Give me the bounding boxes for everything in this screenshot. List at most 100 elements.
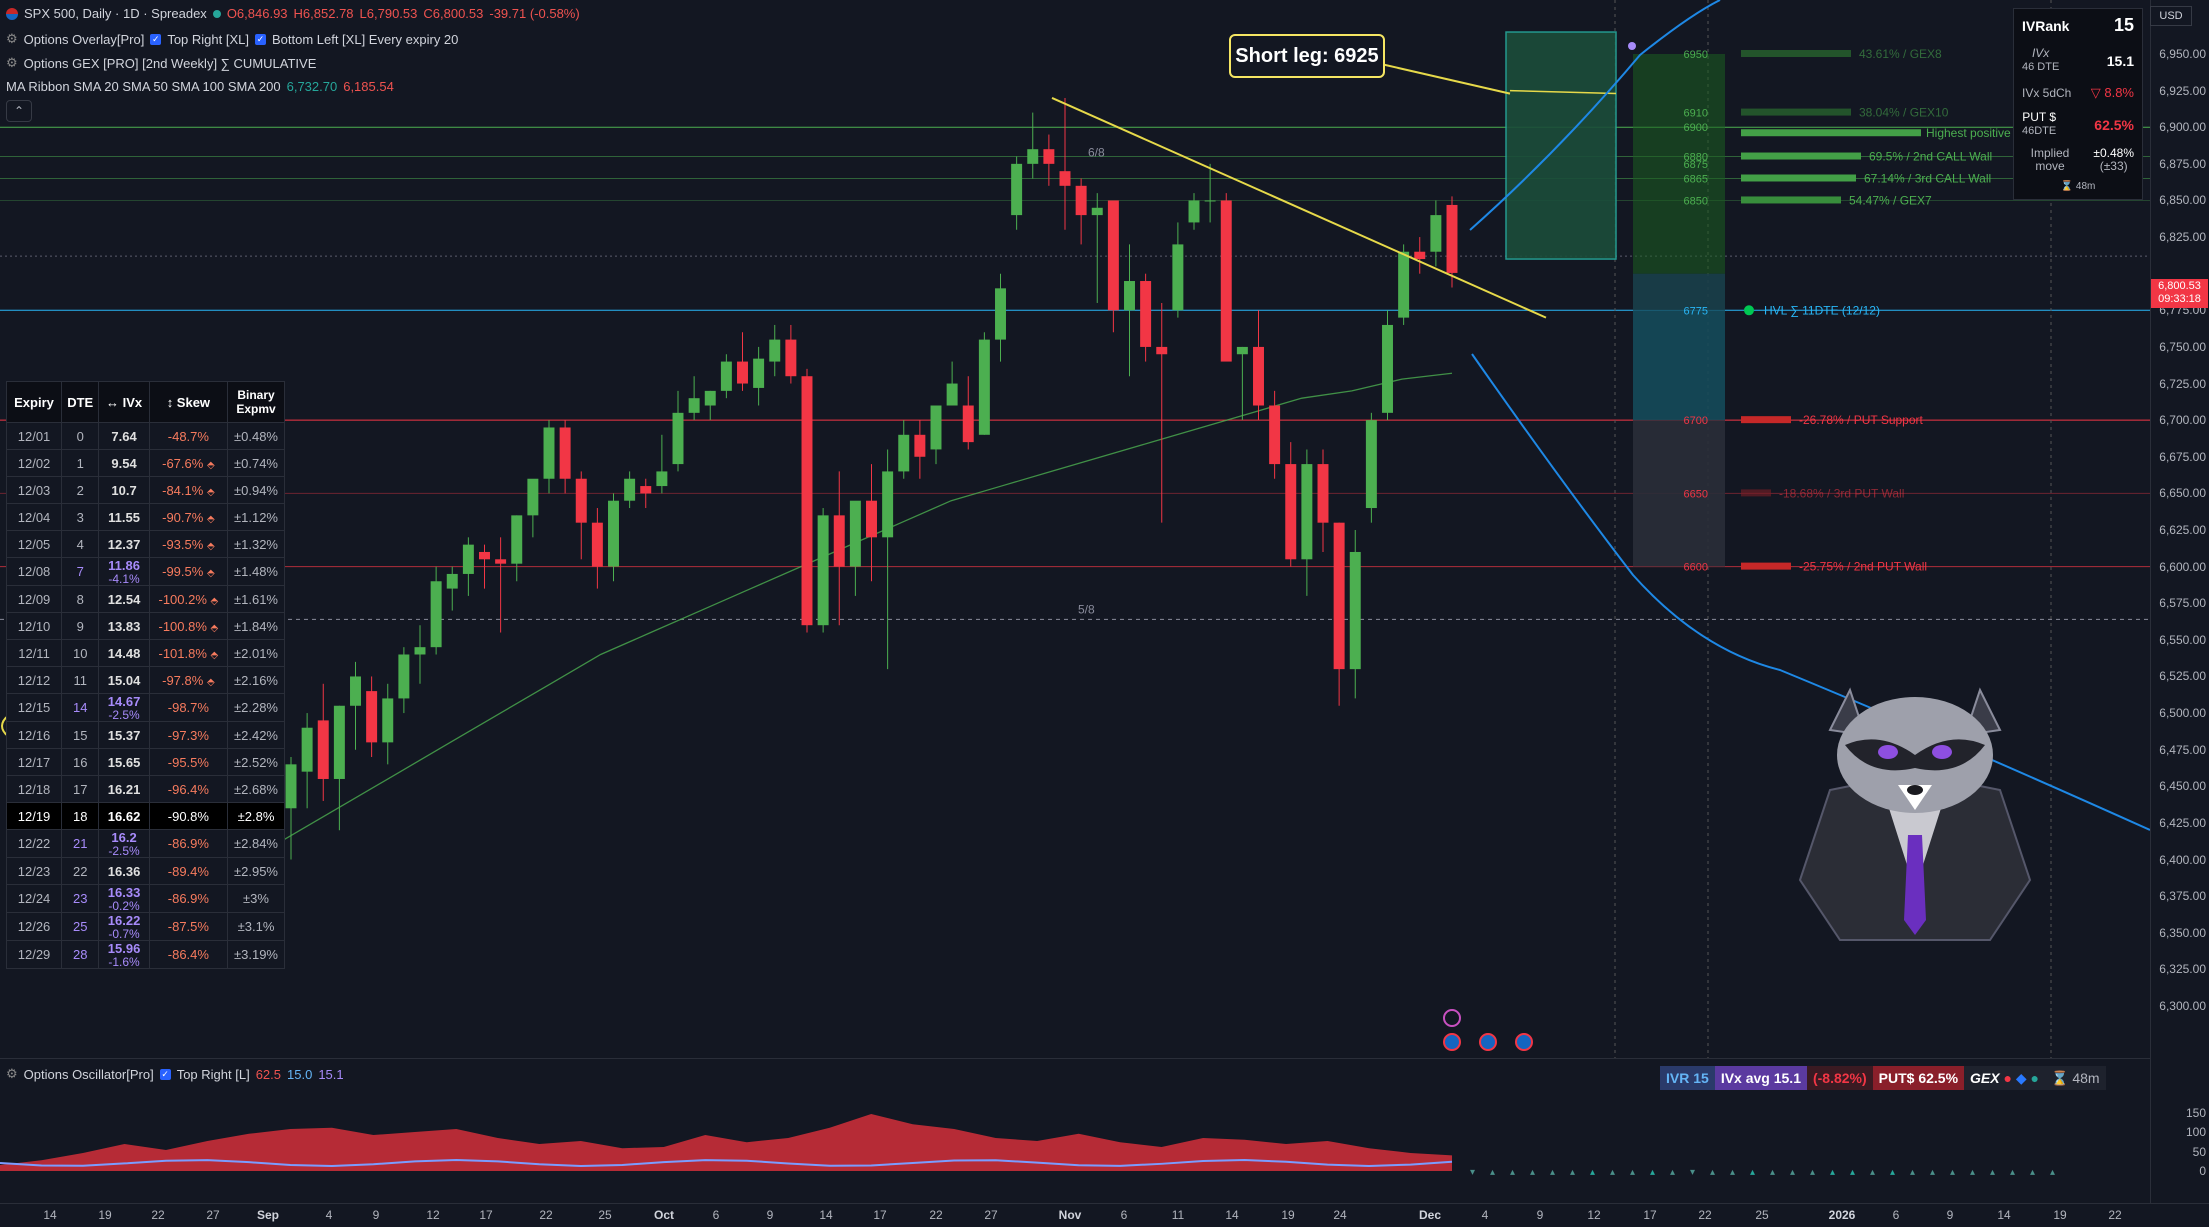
gex-label: 54.47% / GEX7	[1849, 193, 1932, 207]
candle-body	[382, 698, 394, 743]
skew-value: -97.8%	[162, 672, 204, 688]
time-tick: 24	[1333, 1208, 1347, 1222]
cell-binary: ±1.48%	[227, 557, 285, 586]
candle-body	[350, 676, 361, 706]
short-leg-callout[interactable]: Short leg: 6925	[1229, 34, 1385, 78]
cell-expiry: 12/17	[5, 748, 63, 776]
ivx-value: 16.33	[107, 885, 141, 900]
green-zone	[1633, 54, 1725, 274]
ivx-value: 7.64	[111, 428, 137, 444]
ivx-value: 14.48	[107, 645, 141, 661]
candle-body	[785, 339, 797, 377]
expiry-table: Expiry DTE ↔ IVx ↕ Skew Binary Expmv 12/…	[5, 381, 285, 969]
signal-marker-icon: ▴	[1870, 1167, 1875, 1178]
symbol-legend[interactable]: SPX 500, Daily · 1D · Spreadex O6,846.93…	[6, 6, 580, 21]
time-tick: 25	[598, 1208, 612, 1222]
collapse-legend-button[interactable]: ⌃	[6, 100, 32, 122]
time-axis[interactable]: 14 19 22 27 Sep 4 9 12 17 22 25 Oct 6 9 14 17 22 27 Nov 6 11…	[0, 1203, 2209, 1227]
chart-area[interactable]: 6950 6910 6900 6880 6875 6865 6850 6775 6700 6650…	[0, 0, 2150, 1058]
signal-marker-icon: ▴	[2010, 1167, 2015, 1178]
oscillator-name[interactable]: Options Oscillator[Pro]	[23, 1066, 154, 1082]
cell-dte: 2	[61, 476, 100, 504]
table-row: 12/15 14 14.67 -2.5% -98.7% ±2.28%	[5, 693, 285, 722]
signal-marker-icon: ▴	[1930, 1167, 1935, 1178]
table-row: 12/22 21 16.2 -2.5% -86.9% ±2.84%	[5, 829, 285, 858]
skew-value: -93.5%	[162, 536, 204, 552]
oscillator-axis[interactable]: 150 100 50 0	[2150, 1058, 2209, 1208]
skew-value: -86.9%	[167, 891, 209, 906]
ivx-value: 15.65	[107, 754, 141, 770]
strike-label: 6910	[1684, 108, 1708, 120]
candle-body	[1236, 346, 1248, 355]
osc-tick: 150	[2185, 1105, 2206, 1120]
us-flag-icon	[6, 7, 18, 20]
skew-value: -90.7%	[162, 509, 204, 525]
cell-skew: -98.7%	[148, 693, 229, 722]
price-tick: 6,500.00	[2159, 706, 2206, 721]
ivx-change: -0.7%	[108, 927, 140, 941]
ohlc-high: H6,852.78	[293, 6, 354, 21]
indicator-name[interactable]: MA Ribbon SMA 20 SMA 50 SMA 100 SMA 200	[6, 79, 281, 94]
checkbox-icon[interactable]: ✓	[150, 33, 162, 45]
checkbox-icon[interactable]: ✓	[254, 33, 266, 45]
cell-binary: ±3%	[227, 884, 285, 913]
cell-binary: ±1.32%	[227, 530, 285, 558]
ohlc-low: L6,790.53	[359, 6, 418, 21]
candle-body	[720, 361, 732, 391]
signal-marker-icon: ▴	[1510, 1167, 1515, 1178]
cell-ivx: 16.21	[98, 775, 150, 803]
osc-tick: 50	[2192, 1144, 2206, 1159]
indicator-name[interactable]: Options Overlay[Pro]	[23, 31, 145, 47]
cell-ivx: 12.54	[98, 585, 150, 613]
candle-body	[1043, 149, 1055, 164]
time-tick: 6	[1120, 1208, 1128, 1222]
gex-bar	[1741, 196, 1841, 204]
ohlc-open: O6,846.93	[226, 6, 288, 21]
cell-expiry: 12/01	[5, 422, 63, 450]
cell-ivx: 16.2 -2.5%	[98, 829, 150, 858]
candle-body	[1091, 207, 1103, 216]
cell-expiry: 12/24	[5, 884, 63, 913]
indicator-icon: ⚙	[6, 55, 18, 70]
indicator-ma-ribbon[interactable]: MA Ribbon SMA 20 SMA 50 SMA 100 SMA 200 …	[6, 79, 394, 94]
symbol-title[interactable]: SPX 500, Daily · 1D · Spreadex	[24, 6, 207, 21]
gex-label: -26.78% / PUT Support	[1799, 413, 1924, 427]
oscillator-legend[interactable]: ⚙ Options Oscillator[Pro] ✓ Top Right [L…	[6, 1066, 344, 1082]
signal-marker-icon: ▴	[1770, 1167, 1775, 1178]
target-box	[1505, 31, 1617, 260]
candle-body	[1059, 171, 1071, 186]
signal-marker-icon: ▴	[1490, 1167, 1495, 1178]
price-axis[interactable]: 6,950.00 6,925.00 6,900.00 6,875.00 6,850.00…	[2150, 0, 2209, 1058]
ivx-value: 15.37	[107, 727, 141, 743]
candle-body	[575, 478, 587, 523]
candle-body	[1011, 163, 1023, 216]
time-tick: Nov	[1058, 1208, 1082, 1222]
checkbox-icon[interactable]: ✓	[159, 1068, 171, 1080]
time-tick: 25	[1755, 1208, 1769, 1222]
cell-skew: -100.2% ⬘	[148, 585, 229, 613]
gex-bar	[1741, 562, 1791, 570]
table-row: 12/16 15 15.37 -97.3% ±2.42%	[5, 721, 285, 749]
price-tick: 6,400.00	[2159, 852, 2206, 867]
ivx-value: 13.83	[107, 618, 141, 634]
signal-marker-icon: ▴	[1550, 1167, 1555, 1178]
candle-body	[462, 544, 474, 574]
candle-body	[1253, 346, 1264, 406]
event-flag-icon	[1515, 1033, 1533, 1051]
cell-skew: -86.4%	[148, 940, 229, 969]
cell-ivx: 14.48	[98, 639, 150, 667]
table-row: 12/19 18 16.62 -90.8% ±2.8%	[5, 802, 285, 830]
candle-body	[1398, 251, 1410, 318]
indicator-name[interactable]: Options GEX [PRO] [2nd Weekly] ∑ CUMULAT…	[23, 55, 317, 71]
candle-body	[1333, 522, 1345, 670]
oscillator-pane[interactable]: ▾ ▴ ▴ ▴ ▴ ▴ ▴ ▴ ▴ ▴ ▴ ▾ ▴ ▴ ▴ ▴ ▴ ▴ ▴ ▴ ▴ ▴ ▴ ▴ ▴ ▴ ▴ ▴ ▴ ▴	[0, 1058, 2150, 1209]
osc-tick: 0	[2199, 1164, 2206, 1178]
currency-button[interactable]: USD	[2150, 6, 2192, 26]
indicator-options-gex[interactable]: ⚙ Options GEX [PRO] [2nd Weekly] ∑ CUMUL…	[6, 55, 316, 71]
cell-binary: ±2.16%	[227, 666, 285, 694]
candle-body	[543, 427, 555, 479]
ivx-label: IVx	[2031, 46, 2050, 60]
indicator-options-overlay[interactable]: ⚙ Options Overlay[Pro] ✓ Top Right [XL] …	[6, 31, 458, 47]
candle-body	[1414, 251, 1426, 260]
